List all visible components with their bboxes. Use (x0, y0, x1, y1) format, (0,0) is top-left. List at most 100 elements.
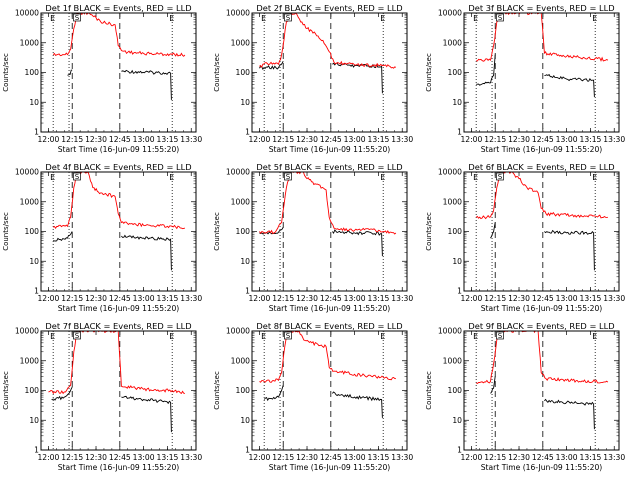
x-tick-label: 12:45 (109, 294, 131, 303)
x-tick-label: 12:30 (296, 453, 318, 462)
y-axis-label: Counts/sec (425, 53, 433, 92)
lld-trace (48, 331, 185, 395)
y-tick-label: 1000 (20, 197, 39, 206)
x-tick-label: 13:15 (156, 135, 178, 144)
panel-frame (40, 330, 197, 451)
panel-title: Det 7f BLACK = Events, RED = LLD (45, 321, 191, 331)
y-axis-label: Counts/sec (425, 371, 433, 410)
y-tick-label: 100 (236, 386, 251, 395)
y-tick-label: 1 (457, 287, 462, 296)
start-marker-box (73, 13, 81, 22)
end-marker: E (169, 332, 174, 341)
y-tick-label: 1000 (231, 38, 250, 47)
x-tick-label: 13:30 (180, 294, 202, 303)
panel-frame (251, 12, 408, 133)
end-marker: E (50, 173, 55, 182)
y-tick-label: 100 (448, 68, 463, 77)
detector-panel: Det 6f BLACK = Events, RED = LLD Counts/s… (425, 162, 625, 313)
x-tick-label: 13:15 (367, 294, 389, 303)
y-tick-label: 1 (245, 446, 250, 455)
x-tick-label: 13:15 (579, 453, 601, 462)
panel-frame (251, 330, 408, 451)
y-tick-label: 10000 (438, 9, 462, 18)
start-marker: S (498, 173, 503, 181)
detector-panel: Det 4f BLACK = Events, RED = LLD Counts/s… (2, 162, 202, 313)
panel-title: Det 6f BLACK = Events, RED = LLD (468, 162, 614, 172)
y-tick-label: 10 (452, 98, 462, 107)
x-tick-label: 12:45 (320, 294, 342, 303)
x-tick-label: 13:30 (180, 135, 202, 144)
x-axis-label: Start Time (16-Jun-09 11:55:20) (481, 145, 603, 154)
end-marker: E (169, 173, 174, 182)
end-marker: E (380, 14, 385, 23)
y-tick-label: 1 (245, 287, 250, 296)
events-trace (490, 222, 595, 271)
x-tick-label: 13:15 (156, 294, 178, 303)
x-tick-label: 12:00 (248, 294, 270, 303)
detector-panel: Det 8f BLACK = Events, RED = LLD Counts/s… (213, 321, 413, 472)
end-marker: E (592, 332, 597, 341)
x-tick-label: 12:30 (508, 453, 530, 462)
x-tick-label: 12:45 (532, 294, 554, 303)
x-tick-label: 13:00 (556, 453, 578, 462)
lld-trace (476, 13, 609, 62)
x-tick-label: 12:15 (484, 453, 506, 462)
y-tick-label: 1000 (231, 197, 250, 206)
x-tick-label: 12:15 (61, 135, 83, 144)
end-marker: E (50, 332, 55, 341)
y-tick-label: 10000 (226, 327, 250, 336)
start-marker: S (498, 332, 503, 340)
panel-title: Det 5f BLACK = Events, RED = LLD (256, 162, 402, 172)
y-tick-label: 1000 (20, 356, 39, 365)
x-axis-label: Start Time (16-Jun-09 11:55:20) (269, 463, 391, 472)
x-axis-label: Start Time (16-Jun-09 11:55:20) (481, 463, 603, 472)
end-marker: E (380, 332, 385, 341)
detector-panel: Det 2f BLACK = Events, RED = LLD Counts/s… (213, 3, 413, 154)
y-tick-label: 10 (240, 257, 250, 266)
y-tick-label: 1000 (231, 356, 250, 365)
events-trace (263, 385, 383, 418)
y-tick-label: 10000 (226, 168, 250, 177)
x-tick-label: 13:30 (603, 135, 625, 144)
x-tick-label: 13:30 (603, 294, 625, 303)
x-tick-label: 12:45 (532, 453, 554, 462)
panel-title: Det 8f BLACK = Events, RED = LLD (256, 321, 402, 331)
y-tick-label: 1 (457, 446, 462, 455)
x-tick-label: 13:00 (133, 135, 155, 144)
lld-trace (52, 172, 186, 230)
start-marker-box (73, 172, 81, 181)
start-marker-box (496, 331, 504, 340)
x-tick-label: 12:15 (61, 294, 83, 303)
x-tick-label: 13:15 (367, 453, 389, 462)
panel-frame (40, 12, 197, 133)
x-tick-label: 12:15 (484, 135, 506, 144)
x-tick-label: 12:15 (61, 453, 83, 462)
end-marker: E (473, 173, 478, 182)
y-tick-label: 100 (236, 68, 251, 77)
x-tick-label: 12:30 (85, 294, 107, 303)
x-tick-label: 12:45 (109, 453, 131, 462)
x-tick-label: 13:15 (579, 294, 601, 303)
x-tick-label: 13:30 (391, 453, 413, 462)
panel-frame (463, 12, 620, 133)
y-tick-label: 1000 (443, 197, 462, 206)
start-marker-box (496, 13, 504, 22)
panel-frame (40, 171, 197, 292)
events-trace (490, 376, 595, 430)
panel-frame (251, 171, 408, 292)
y-tick-label: 1000 (443, 356, 462, 365)
x-tick-label: 12:45 (320, 135, 342, 144)
y-tick-label: 10 (452, 257, 462, 266)
x-tick-label: 12:30 (508, 135, 530, 144)
x-tick-label: 13:30 (603, 453, 625, 462)
start-marker-box (284, 172, 292, 181)
end-marker: E (261, 173, 266, 182)
x-tick-label: 12:00 (460, 135, 482, 144)
y-tick-label: 10 (240, 98, 250, 107)
y-tick-label: 100 (25, 68, 40, 77)
x-axis-label: Start Time (16-Jun-09 11:55:20) (269, 145, 391, 154)
end-marker: E (592, 14, 597, 23)
y-tick-label: 10000 (438, 168, 462, 177)
y-tick-label: 1 (34, 287, 39, 296)
lld-trace (259, 172, 397, 235)
